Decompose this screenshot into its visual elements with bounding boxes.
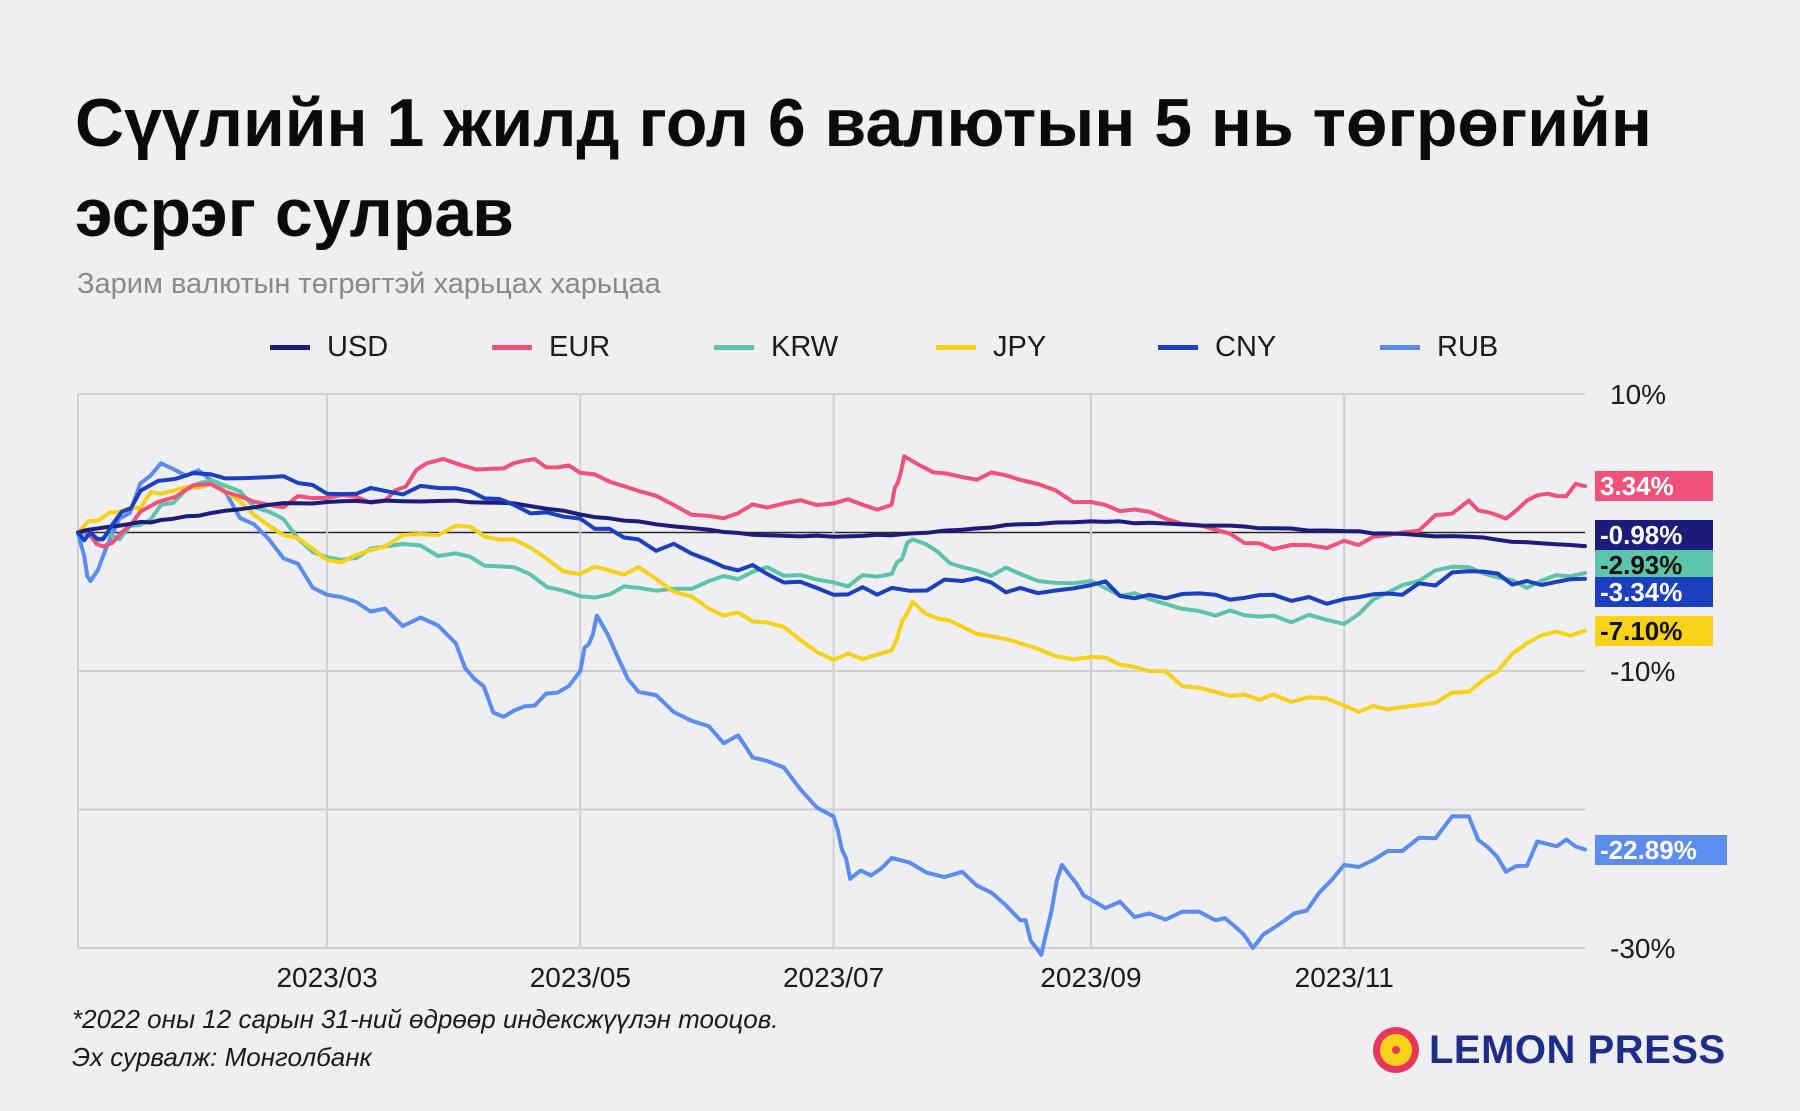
end-label-rub: -22.89%: [1600, 835, 1697, 865]
legend-label: KRW: [771, 330, 839, 363]
end-label-jpy: -7.10%: [1600, 616, 1682, 646]
legend-item-rub: RUB: [1380, 331, 1602, 364]
legend-swatch: [1380, 344, 1420, 350]
x-tick-label: 2023/03: [276, 962, 377, 993]
legend-item-jpy: JPY: [936, 331, 1158, 364]
end-label-usd: -0.98%: [1600, 520, 1682, 550]
brand-logo: LEMON PRESS: [1373, 1025, 1726, 1075]
end-label-krw: -2.93%: [1600, 550, 1682, 580]
legend-swatch: [270, 344, 310, 350]
y-tick-label: -30%: [1610, 933, 1675, 964]
legend-item-eur: EUR: [492, 331, 714, 364]
end-label-box-krw: [1595, 550, 1713, 580]
footnote-method: *2022 оны 12 сарын 31-ний өдрөөр индексж…: [72, 1004, 779, 1034]
legend-item-cny: CNY: [1158, 331, 1380, 364]
legend-label: CNY: [1215, 330, 1277, 363]
x-tick-label: 2023/09: [1040, 962, 1141, 993]
series-line-jpy: [76, 482, 1587, 714]
legend-swatch: [1158, 344, 1198, 350]
series-line-eur: [76, 454, 1587, 552]
legend-label: EUR: [549, 330, 611, 363]
series-line-cny: [76, 471, 1587, 606]
end-label-box-eur: [1595, 471, 1713, 501]
end-label-cny: -3.34%: [1600, 577, 1682, 607]
legend: USD EUR KRW JPY CNY RUB: [270, 327, 1602, 367]
end-label-box-usd: [1595, 520, 1713, 550]
footnote-source: Эх сурвалж: Монголбанк: [72, 1042, 372, 1072]
legend-label: RUB: [1437, 330, 1499, 363]
end-label-box-cny: [1595, 577, 1713, 607]
legend-item-usd: USD: [270, 331, 492, 364]
lemon-icon: [1373, 1027, 1419, 1073]
x-tick-label: 2023/07: [783, 962, 884, 993]
end-label-box-rub: [1595, 835, 1727, 865]
end-label-box-jpy: [1595, 616, 1713, 646]
end-label-eur: 3.34%: [1600, 471, 1674, 501]
legend-label: USD: [327, 330, 389, 363]
series-line-krw: [76, 477, 1587, 626]
brand-name: LEMON PRESS: [1429, 1027, 1726, 1072]
x-tick-label: 2023/11: [1295, 962, 1394, 993]
legend-swatch: [492, 344, 532, 350]
chart-subtitle: Зарим валютын төгрөгтэй харьцах харьцаа: [77, 268, 661, 300]
y-tick-label: -10%: [1610, 656, 1675, 687]
legend-swatch: [714, 344, 754, 350]
x-tick-label: 2023/05: [530, 962, 631, 993]
footnote: *2022 оны 12 сарын 31-ний өдрөөр индексж…: [72, 1000, 779, 1076]
y-tick-label: 10%: [1610, 379, 1666, 410]
legend-item-krw: KRW: [714, 331, 936, 364]
chart-title: Сүүлийн 1 жилд гол 6 валютын 5 нь төгрөг…: [75, 85, 1652, 251]
series-line-usd: [76, 498, 1587, 549]
legend-label: JPY: [993, 330, 1047, 363]
legend-swatch: [936, 344, 976, 350]
series-line-rub: [76, 461, 1587, 957]
